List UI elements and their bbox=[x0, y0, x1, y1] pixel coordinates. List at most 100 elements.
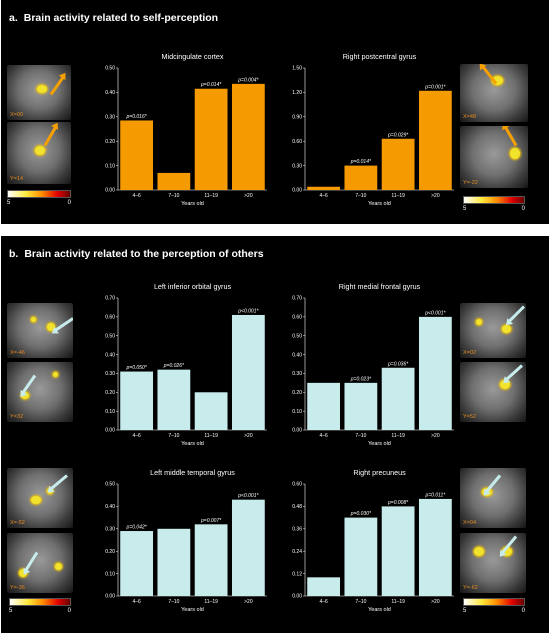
y-tick-label: 0.60 bbox=[292, 315, 302, 321]
bar bbox=[231, 83, 265, 190]
activation-blob bbox=[502, 547, 512, 556]
coordinate-label: Y=-62 bbox=[463, 585, 478, 591]
coordinate-label: Y=-22 bbox=[463, 180, 478, 186]
y-tick-label: 0.12 bbox=[292, 571, 302, 577]
y-tick-label: 0.00 bbox=[105, 594, 115, 600]
bar bbox=[120, 371, 154, 430]
x-axis-label: Years old bbox=[181, 441, 204, 447]
chart-title: Right precuneus bbox=[353, 468, 406, 477]
x-axis-label: Years old bbox=[368, 441, 391, 447]
activation-blob bbox=[474, 547, 484, 556]
brain-coronal-image: Y=-36 bbox=[7, 533, 73, 593]
bar bbox=[307, 186, 341, 190]
chart-right-medial-frontal-gyrus: Right medial frontal gyrus 0.00 0.10 0.20 0.… bbox=[292, 282, 454, 447]
x-tick-label: 11–19 bbox=[204, 599, 218, 605]
y-tick-label: 0.10 bbox=[292, 409, 302, 415]
y-tick-label: 0.10 bbox=[105, 163, 115, 169]
x-tick-label: >20 bbox=[431, 193, 440, 199]
y-tick-label: 0.70 bbox=[105, 296, 115, 302]
p-value-label: p=0.023* bbox=[350, 376, 372, 382]
activation-blob bbox=[476, 319, 482, 325]
colorscale-bar bbox=[463, 196, 525, 204]
coordinate-label: Y=-36 bbox=[10, 585, 25, 591]
colorscale-bar bbox=[463, 598, 525, 606]
y-tick-label: 0.30 bbox=[105, 527, 115, 533]
coordinate-label: X=48 bbox=[463, 114, 476, 120]
y-tick-label: 0.00 bbox=[292, 188, 302, 194]
p-value-label: p<0.001* bbox=[424, 310, 446, 316]
y-tick-label: 1.20 bbox=[292, 90, 302, 96]
activation-blob bbox=[31, 317, 36, 322]
colorscale-min-label: 5 bbox=[7, 200, 11, 206]
bar bbox=[307, 577, 341, 596]
section-b-letter: b. bbox=[9, 248, 19, 260]
x-tick-label: 4–6 bbox=[132, 433, 141, 439]
y-tick-label: 0.30 bbox=[105, 371, 115, 377]
activation-blob bbox=[55, 563, 62, 570]
arrow-icon bbox=[504, 364, 524, 382]
coordinate-label: Y=32 bbox=[10, 414, 23, 420]
y-tick-label: 0.10 bbox=[105, 409, 115, 415]
x-tick-label: >20 bbox=[431, 433, 440, 439]
activation-blob bbox=[502, 325, 511, 333]
bar bbox=[157, 528, 191, 596]
y-tick-label: 0.20 bbox=[105, 390, 115, 396]
chart-midcingulate-cortex: Midcingulate cortex 0.00 0.10 0.20 0.30 0.40 0… bbox=[105, 52, 267, 207]
chart-title: Right medial frontal gyrus bbox=[339, 282, 421, 291]
y-tick-label: 0.10 bbox=[105, 571, 115, 577]
arrow-icon bbox=[484, 474, 502, 494]
section-a-heading: Brain activity related to self-perceptio… bbox=[23, 12, 219, 24]
coordinate-label: X=-52 bbox=[10, 520, 25, 526]
bar bbox=[120, 120, 154, 190]
activation-blob bbox=[31, 496, 41, 504]
x-tick-label: 7–10 bbox=[355, 599, 366, 605]
y-tick-label: 0.00 bbox=[292, 428, 302, 434]
arrow-icon bbox=[481, 65, 498, 85]
colorscale-min-label: 5 bbox=[9, 608, 13, 614]
x-tick-label: 4–6 bbox=[319, 599, 328, 605]
colorscale-bar bbox=[9, 598, 71, 606]
coordinate-label: Y=52 bbox=[463, 414, 476, 420]
p-value-label: p=0.014* bbox=[350, 159, 372, 165]
y-tick-label: 0.48 bbox=[292, 504, 302, 510]
y-tick-label: 0.00 bbox=[105, 188, 115, 194]
bar bbox=[231, 499, 265, 596]
p-value-label: p=0.004* bbox=[237, 77, 259, 83]
colorscale-bar bbox=[7, 190, 71, 198]
bar bbox=[157, 369, 191, 430]
y-tick-label: 0.40 bbox=[105, 90, 115, 96]
coordinate-label: Y=14 bbox=[10, 176, 23, 182]
p-value-label: p<0.001* bbox=[237, 308, 259, 314]
x-tick-label: >20 bbox=[431, 599, 440, 605]
chart-right-precuneus: Right precuneus 0.00 0.12 0.24 0.36 0.48 0.60 4… bbox=[292, 468, 454, 613]
brain-sagittal-image: X=00 bbox=[7, 65, 71, 120]
bar bbox=[418, 316, 452, 430]
x-tick-label: 7–10 bbox=[168, 433, 179, 439]
activation-blob bbox=[492, 76, 503, 85]
colorscale-min-label: 5 bbox=[463, 608, 467, 614]
colorscale-max-label: 0 bbox=[521, 206, 525, 212]
activation-blob bbox=[35, 146, 45, 155]
coordinate-label: X=-46 bbox=[10, 350, 25, 356]
arrow-icon bbox=[503, 126, 518, 147]
p-value-label: p<0.001* bbox=[237, 493, 259, 499]
x-tick-label: 7–10 bbox=[168, 193, 179, 199]
arrow-icon bbox=[49, 75, 65, 96]
chart-right-postcentral-gyrus: Right postcentral gyrus 0.00 0.30 0.60 0.90 1… bbox=[292, 52, 454, 207]
x-tick-label: 7–10 bbox=[355, 193, 366, 199]
y-tick-label: 0.90 bbox=[292, 115, 302, 121]
brain-coronal-image: Y=14 bbox=[7, 122, 71, 184]
x-tick-label: 4–6 bbox=[319, 193, 328, 199]
arrow-icon bbox=[43, 125, 58, 147]
bar bbox=[344, 382, 378, 430]
bar bbox=[194, 88, 228, 190]
colorscale-max-label: 0 bbox=[521, 608, 525, 614]
bar bbox=[307, 382, 341, 430]
x-tick-label: 11–19 bbox=[204, 433, 218, 439]
chart-title: Midcingulate cortex bbox=[162, 52, 224, 61]
x-tick-label: 7–10 bbox=[168, 599, 179, 605]
p-value-label: p=0.008* bbox=[387, 500, 409, 506]
colorscale-legend: 5 0 bbox=[463, 598, 525, 614]
bar bbox=[231, 314, 265, 430]
x-axis-label: Years old bbox=[181, 607, 204, 613]
